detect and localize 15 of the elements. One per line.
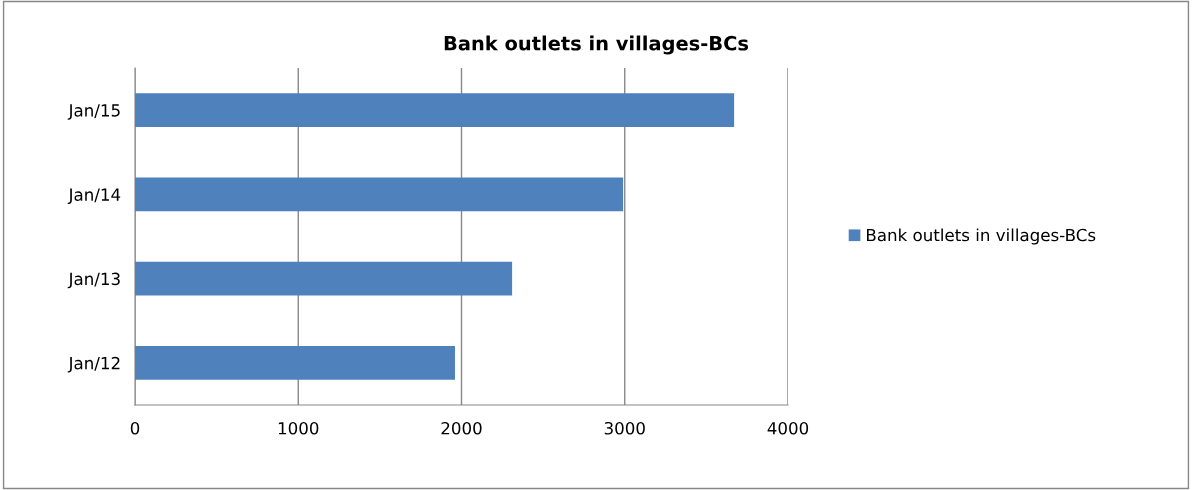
bar: [135, 261, 513, 296]
chart-title: Bank outlets in villages-BCs: [444, 35, 749, 55]
bar: [135, 177, 624, 212]
y-tick-label: Jan/12: [67, 356, 120, 373]
y-tick-label: Jan/13: [67, 272, 120, 289]
bar: [135, 346, 455, 380]
bar: [135, 93, 735, 127]
x-tick-label: 2000: [441, 421, 482, 435]
legend-label: Bank outlets in villages-BCs: [867, 228, 1096, 245]
x-tick-label: 0: [130, 421, 140, 435]
y-tick-label: Jan/15: [67, 104, 120, 120]
x-tick-label: 3000: [604, 421, 645, 435]
x-tick-label: 1000: [278, 421, 319, 435]
y-tick-label: Jan/14: [67, 188, 121, 205]
x-tick-label: 4000: [767, 421, 809, 435]
